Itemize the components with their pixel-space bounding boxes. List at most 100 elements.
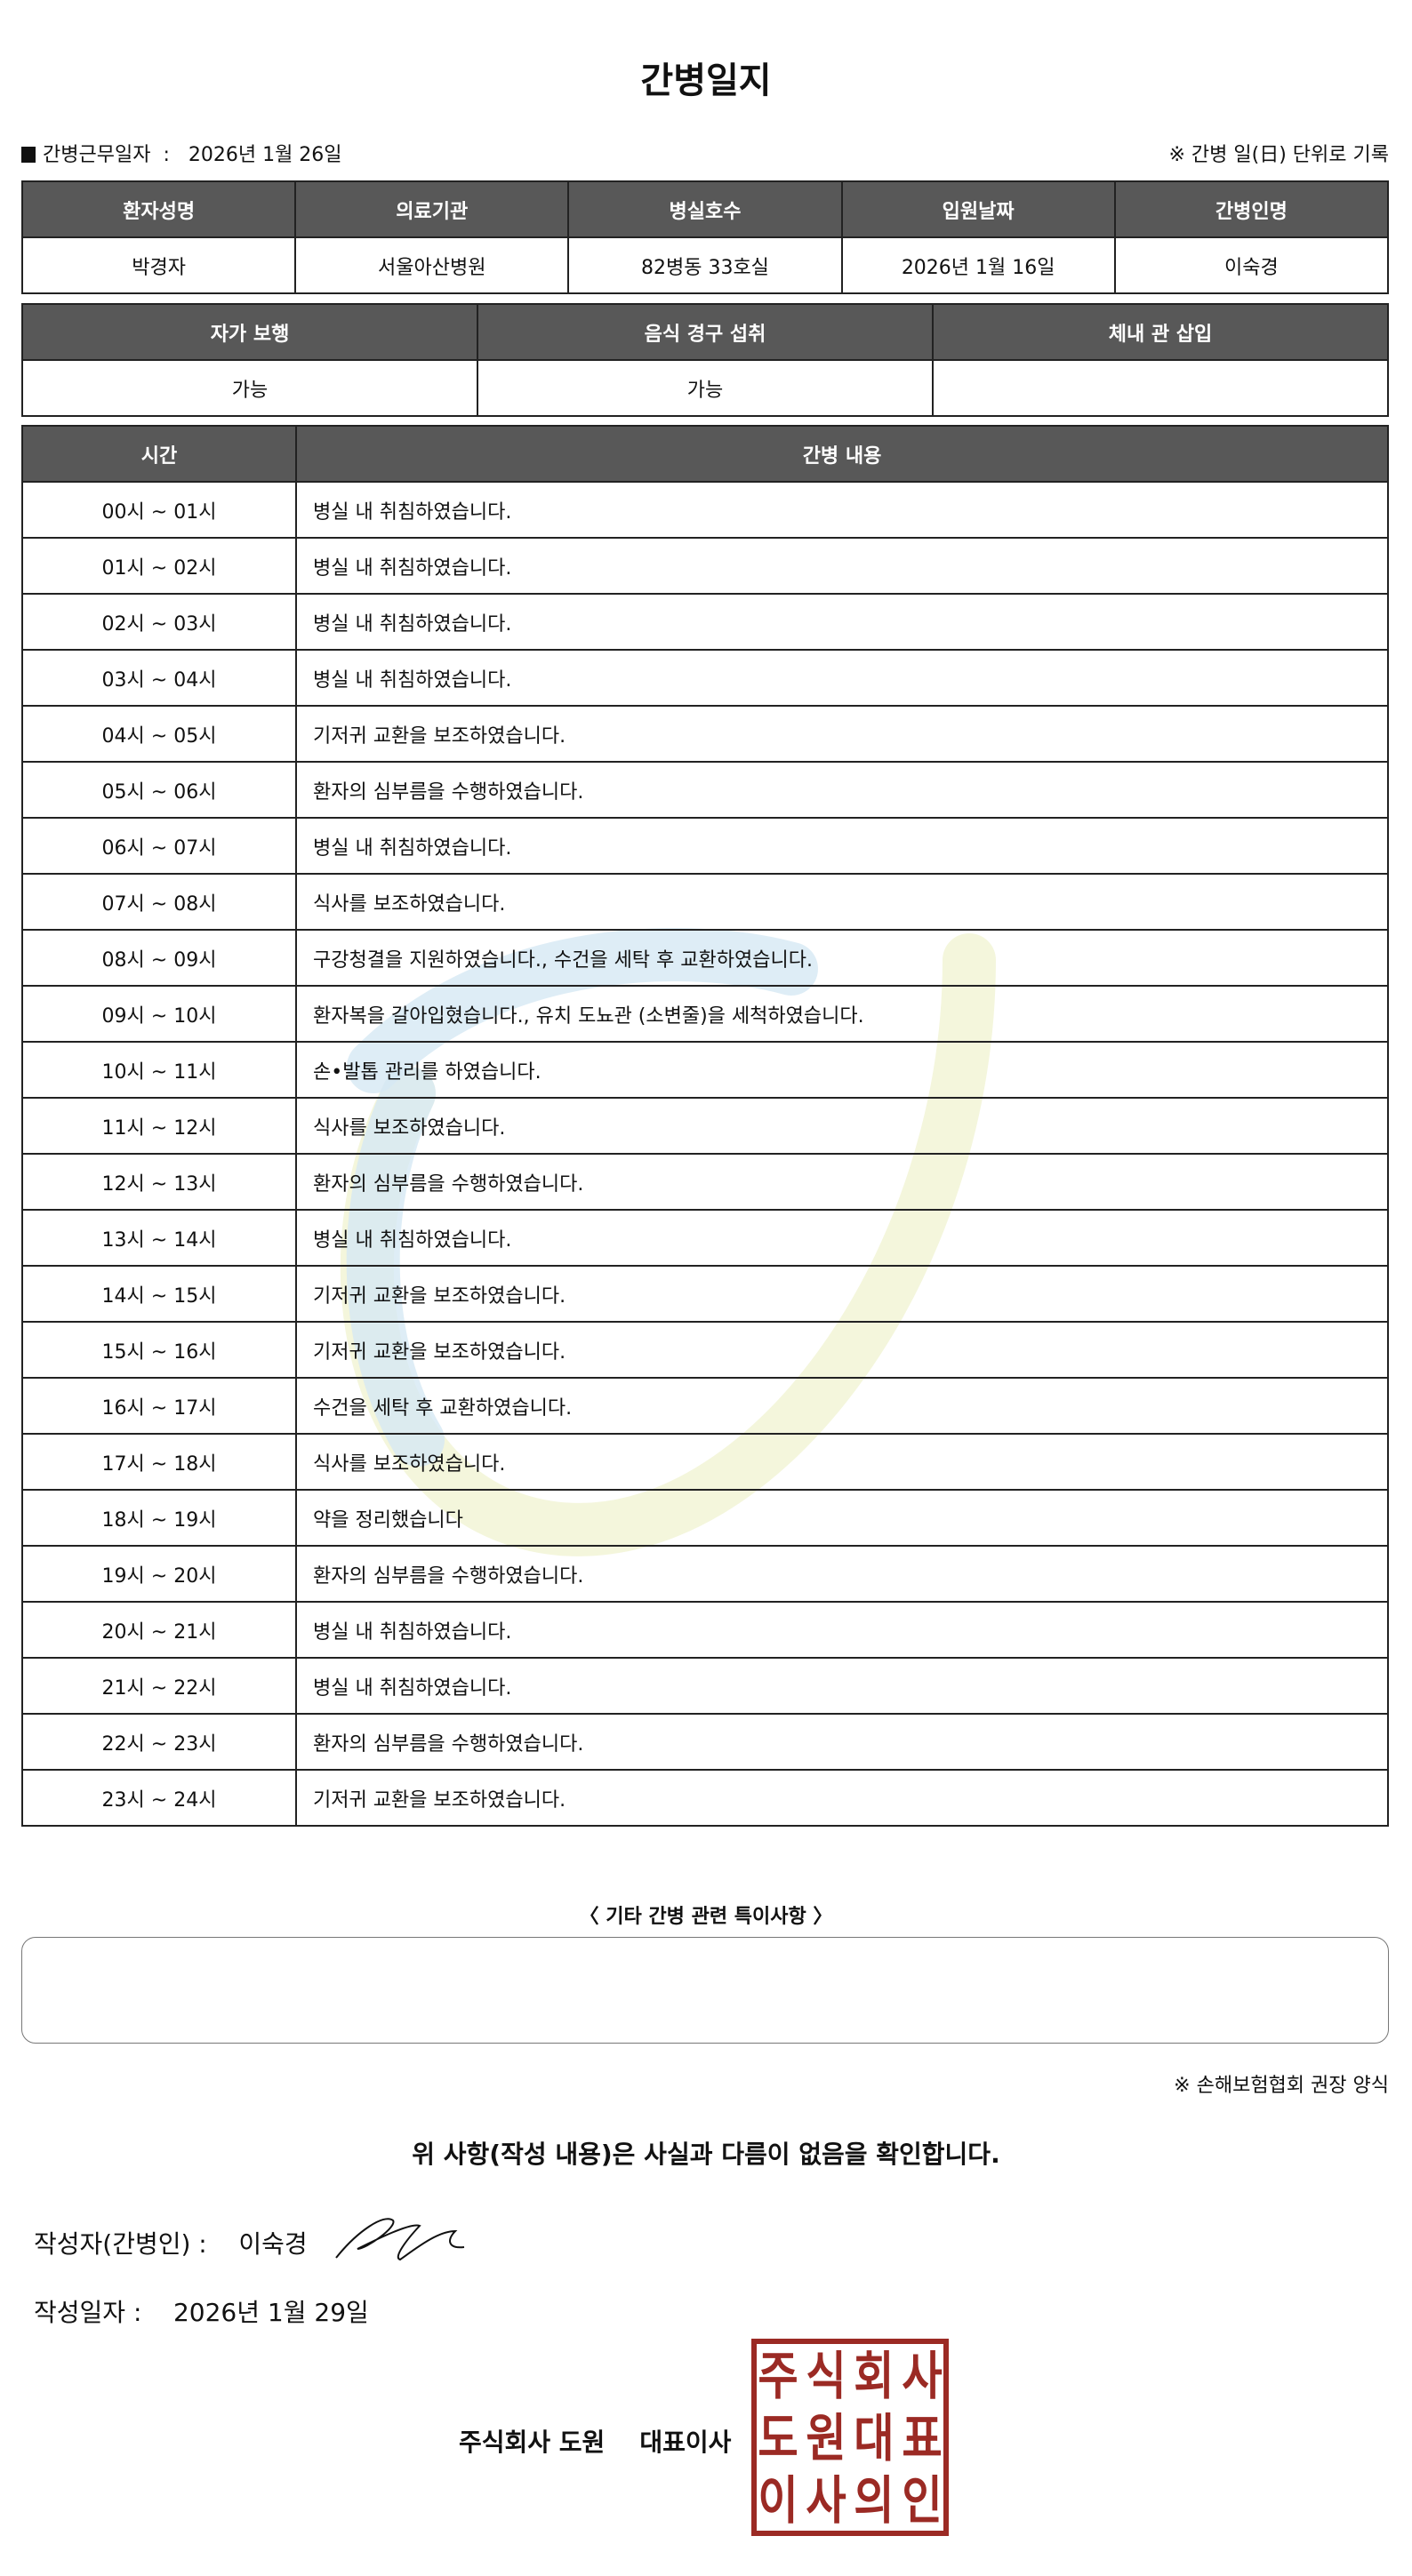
table-row: 08시 ~ 09시 구강청결을 지원하였습니다., 수건을 세탁 후 교환하였습니… [21, 929, 1389, 987]
time-cell: 17시 ~ 18시 [21, 1433, 297, 1491]
care-content-cell: 식사를 보조하였습니다. [295, 873, 1389, 931]
write-date: 작성일자 : 2026년 1월 29일 [34, 2293, 369, 2329]
time-cell: 06시 ~ 07시 [21, 817, 297, 875]
signature [335, 2218, 465, 2261]
care-content-cell: 병실 내 취침하였습니다. [295, 481, 1389, 539]
form-note: ※ 손해보험협회 권장 양식 [1174, 2075, 1389, 2097]
table-row: 07시 ~ 08시 식사를 보조하였습니다. [21, 873, 1389, 931]
seal-character: 사 [806, 2470, 846, 2531]
work-date: 간병근무일자 : 2026년 1월 26일 [21, 139, 342, 167]
care-content-cell: 기저귀 교환을 보조하였습니다. [295, 1265, 1389, 1323]
care-content-cell: 환자의 심부름을 수행하였습니다. [295, 1713, 1389, 1771]
care-content-cell: 병실 내 취침하였습니다. [295, 817, 1389, 875]
care-content-cell: 병실 내 취침하였습니다. [295, 593, 1389, 651]
care-content-cell: 기저귀 교환을 보조하였습니다. [295, 705, 1389, 763]
confirmation-statement: 위 사항(작성 내용)은 사실과 다름이 없음을 확인합니다. [412, 2140, 1000, 2169]
time-cell: 14시 ~ 15시 [21, 1265, 297, 1323]
table-row: 13시 ~ 14시 병실 내 취침하였습니다. [21, 1209, 1389, 1267]
care-content-cell: 기저귀 교환을 보조하였습니다. [295, 1769, 1389, 1827]
square-bullet-icon [21, 147, 36, 163]
care-content-cell: 병실 내 취침하였습니다. [295, 649, 1389, 707]
patient-status-table: 자가 보행 음식 경구 섭취 체내 관 삽입 가능 가능 [21, 303, 1389, 417]
time-cell: 20시 ~ 21시 [21, 1601, 297, 1659]
time-cell: 04시 ~ 05시 [21, 705, 297, 763]
care-content-cell: 식사를 보조하였습니다. [295, 1433, 1389, 1491]
time-cell: 03시 ~ 04시 [21, 649, 297, 707]
care-content-cell: 환자의 심부름을 수행하였습니다. [295, 1153, 1389, 1211]
header-hospital: 의료기관 [294, 180, 570, 238]
writer-label: 작성자(간병인) : [34, 2229, 207, 2259]
header-caregiver: 간병인명 [1113, 180, 1390, 238]
page-title: 간병일지 [640, 60, 772, 101]
work-date-label: 간병근무일자 [43, 144, 151, 166]
table-row: 20시 ~ 21시 병실 내 취침하였습니다. [21, 1601, 1389, 1659]
company: 주식회사 도원 대표이사 [459, 2423, 731, 2459]
care-content-cell: 병실 내 취침하였습니다. [295, 1601, 1389, 1659]
writer: 작성자(간병인) : 이숙경 [34, 2225, 308, 2260]
time-cell: 10시 ~ 11시 [21, 1041, 297, 1099]
time-cell: 01시 ~ 02시 [21, 537, 297, 595]
time-cell: 16시 ~ 17시 [21, 1377, 297, 1435]
time-cell: 05시 ~ 06시 [21, 761, 297, 819]
seal-character: 원 [806, 2408, 846, 2468]
notes-box [21, 1937, 1389, 2044]
admission-date: 2026년 1월 16일 [840, 236, 1116, 294]
table-row: 06시 ~ 07시 병실 내 취침하였습니다. [21, 817, 1389, 875]
header-patient-name: 환자성명 [20, 180, 297, 238]
header-admission-date: 입원날짜 [840, 180, 1116, 238]
table-row: 17시 ~ 18시 식사를 보조하였습니다. [21, 1433, 1389, 1491]
record-note: ※ 간병 일(日) 단위로 기록 [1168, 144, 1390, 166]
write-date-value: 2026년 1월 29일 [172, 2298, 369, 2327]
table-row: 01시 ~ 02시 병실 내 취침하였습니다. [21, 537, 1389, 595]
company-name: 주식회사 도원 [459, 2428, 606, 2457]
table-row: 22시 ~ 23시 환자의 심부름을 수행하였습니다. [21, 1713, 1389, 1771]
seal-character: 이 [758, 2470, 798, 2531]
seal-character: 회 [854, 2346, 894, 2406]
time-cell: 15시 ~ 16시 [21, 1321, 297, 1379]
seal-character: 대 [854, 2408, 894, 2468]
table-row: 10시 ~ 11시 손•발톱 관리를 하였습니다. [21, 1041, 1389, 1099]
header-care-content: 간병 내용 [295, 425, 1389, 483]
seal-character: 사 [902, 2346, 942, 2406]
patient-info-table: 환자성명 의료기관 병실호수 입원날짜 간병인명 박경자 서울아산병원 82병동… [20, 180, 1390, 294]
time-cell: 11시 ~ 12시 [21, 1097, 297, 1155]
company-seal: 주 식 회 사도 원 대 표이 사 의 인 [751, 2339, 949, 2536]
care-content-cell: 수건을 세탁 후 교환하였습니다. [295, 1377, 1389, 1435]
seal-character: 표 [902, 2408, 942, 2468]
time-cell: 22시 ~ 23시 [21, 1713, 297, 1771]
time-cell: 12시 ~ 13시 [21, 1153, 297, 1211]
table-row: 02시 ~ 03시 병실 내 취침하였습니다. [21, 593, 1389, 651]
care-content-cell: 병실 내 취침하였습니다. [295, 1209, 1389, 1267]
patient-name: 박경자 [20, 236, 297, 294]
seal-character: 인 [902, 2470, 942, 2531]
care-content-cell: 식사를 보조하였습니다. [295, 1097, 1389, 1155]
seal-character: 의 [854, 2470, 894, 2531]
time-cell: 21시 ~ 22시 [21, 1657, 297, 1715]
table-row: 05시 ~ 06시 환자의 심부름을 수행하였습니다. [21, 761, 1389, 819]
header-walking: 자가 보행 [21, 303, 478, 361]
work-date-value: 2026년 1월 26일 [188, 144, 342, 166]
table-row: 18시 ~ 19시 약을 정리했습니다 [21, 1489, 1389, 1547]
table-row: 16시 ~ 17시 수건을 세탁 후 교환하였습니다. [21, 1377, 1389, 1435]
walking: 가능 [21, 359, 478, 417]
room: 82병동 33호실 [567, 236, 843, 294]
time-cell: 09시 ~ 10시 [21, 985, 297, 1043]
care-log-table: 시간 간병 내용 00시 ~ 01시 병실 내 취침하였습니다. 01시 ~ 02시… [21, 425, 1389, 1827]
care-content-cell: 병실 내 취침하였습니다. [295, 1657, 1389, 1715]
care-content-cell: 환자복을 갈아입혔습니다., 유치 도뇨관 (소변줄)을 세척하였습니다. [295, 985, 1389, 1043]
time-cell: 18시 ~ 19시 [21, 1489, 297, 1547]
time-cell: 00시 ~ 01시 [21, 481, 297, 539]
table-row: 21시 ~ 22시 병실 내 취침하였습니다. [21, 1657, 1389, 1715]
care-content-cell: 손•발톱 관리를 하였습니다. [295, 1041, 1389, 1099]
table-row: 11시 ~ 12시 식사를 보조하였습니다. [21, 1097, 1389, 1155]
care-content-cell: 구강청결을 지원하였습니다., 수건을 세탁 후 교환하였습니다. [295, 929, 1389, 987]
header-time: 시간 [21, 425, 297, 483]
care-content-cell: 기저귀 교환을 보조하였습니다. [295, 1321, 1389, 1379]
seal-character: 식 [806, 2346, 846, 2406]
caregiver: 이숙경 [1113, 236, 1390, 294]
table-row: 00시 ~ 01시 병실 내 취침하였습니다. [21, 481, 1389, 539]
time-cell: 19시 ~ 20시 [21, 1545, 297, 1603]
seal-character: 주 [758, 2346, 798, 2406]
table-row: 19시 ~ 20시 환자의 심부름을 수행하였습니다. [21, 1545, 1389, 1603]
time-cell: 13시 ~ 14시 [21, 1209, 297, 1267]
